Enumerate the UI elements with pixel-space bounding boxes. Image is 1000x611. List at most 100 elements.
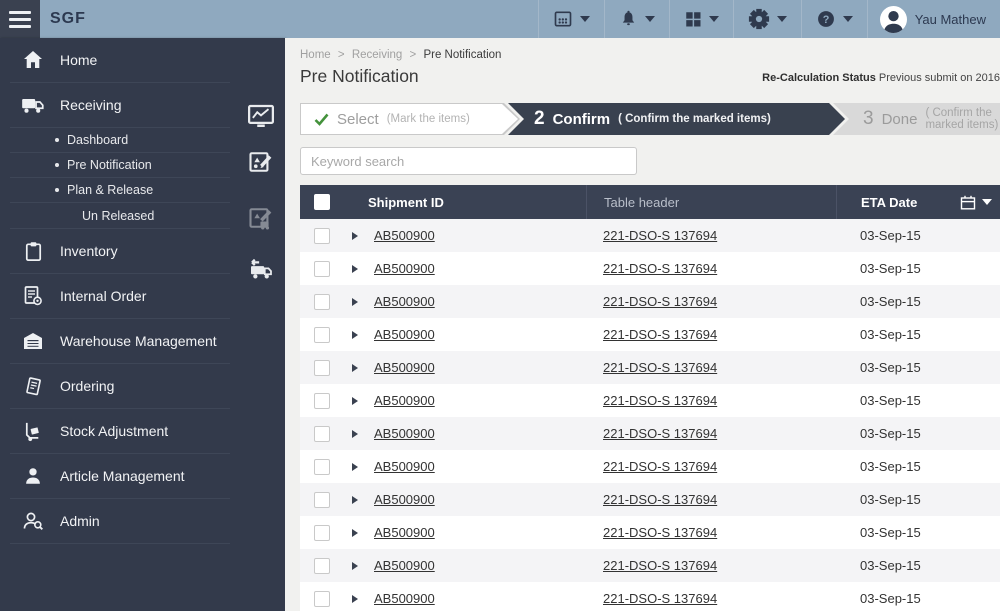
column-header-shipment-id[interactable]: Shipment ID <box>368 194 444 210</box>
table-header-link[interactable]: 221-DSO-S 137694 <box>603 228 718 243</box>
row-checkbox[interactable] <box>314 260 330 277</box>
sidebar-item-dashboard[interactable]: Dashboard <box>10 128 230 153</box>
table-header-link[interactable]: 221-DSO-S 137694 <box>603 459 718 474</box>
clipboard-icon <box>20 238 46 264</box>
breadcrumb-receiving[interactable]: Receiving <box>351 49 403 61</box>
row-checkbox-cell <box>300 351 346 384</box>
shipment-id-link[interactable]: AB500900 <box>374 327 435 342</box>
row-checkbox[interactable] <box>314 326 330 343</box>
row-checkbox[interactable] <box>314 458 330 475</box>
eta-date-value: 03-Sep-15 <box>860 492 921 507</box>
expand-row-icon[interactable] <box>352 594 358 603</box>
sidebar-item-article-management[interactable]: Article Management <box>10 454 230 499</box>
expand-row-icon[interactable] <box>352 429 358 438</box>
row-checkbox[interactable] <box>314 227 330 244</box>
wizard-step-confirm[interactable]: 2 Confirm ( Confirm the marked items) <box>508 103 845 135</box>
row-checkbox-cell <box>300 582 346 611</box>
table-header-link[interactable]: 221-DSO-S 137694 <box>603 591 718 606</box>
check-icon <box>314 113 329 126</box>
row-checkbox-cell <box>300 219 346 252</box>
expand-row-icon[interactable] <box>352 462 358 471</box>
expand-row-icon[interactable] <box>352 231 358 240</box>
table-header-link[interactable]: 221-DSO-S 137694 <box>603 261 718 276</box>
expand-row-icon[interactable] <box>352 396 358 405</box>
expand-row-icon[interactable] <box>352 363 358 372</box>
expand-row-icon[interactable] <box>352 330 358 339</box>
expand-row-icon[interactable] <box>352 495 358 504</box>
table-header-link[interactable]: 221-DSO-S 137694 <box>603 393 718 408</box>
table-header-link[interactable]: 221-DSO-S 137694 <box>603 492 718 507</box>
sidebar-item-stock-adjustment[interactable]: Stock Adjustment <box>10 409 230 454</box>
sidebar-menu: Home Receiving Dashboard Pre Notificatio… <box>0 38 285 544</box>
table-header-link[interactable]: 221-DSO-S 137694 <box>603 294 718 309</box>
user-menu-button[interactable]: Yau Mathew <box>866 0 1000 38</box>
table-header-link[interactable]: 221-DSO-S 137694 <box>603 525 718 540</box>
sidebar-item-admin[interactable]: Admin <box>10 499 230 544</box>
table-row: AB500900 221-DSO-S 137694 03-Sep-15 <box>300 285 1000 318</box>
shipment-id-link[interactable]: AB500900 <box>374 294 435 309</box>
calendar-menu-button[interactable] <box>537 0 604 38</box>
shipment-id-link[interactable]: AB500900 <box>374 492 435 507</box>
eta-date-value: 03-Sep-15 <box>860 459 921 474</box>
expand-row-icon[interactable] <box>352 297 358 306</box>
table-header-link[interactable]: 221-DSO-S 137694 <box>603 558 718 573</box>
shipment-id-link[interactable]: AB500900 <box>374 261 435 276</box>
sidebar-item-internal-order[interactable]: Internal Order <box>10 274 230 319</box>
wizard-step-select[interactable]: Select (Mark the items) <box>300 103 520 135</box>
sidebar-item-inventory[interactable]: Inventory <box>10 229 230 274</box>
shipment-id-link[interactable]: AB500900 <box>374 393 435 408</box>
settings-menu-button[interactable] <box>732 0 801 38</box>
pre-notification-edit-icon[interactable] <box>245 146 277 178</box>
plan-release-edit-truck-icon[interactable] <box>245 202 277 234</box>
expand-row-icon[interactable] <box>352 561 358 570</box>
table-header-link[interactable]: 221-DSO-S 137694 <box>603 327 718 342</box>
apps-menu-button[interactable] <box>668 0 733 38</box>
row-checkbox[interactable] <box>314 524 330 541</box>
sidebar-item-home[interactable]: Home <box>10 38 230 83</box>
help-menu-button[interactable]: ? <box>800 0 867 38</box>
row-checkbox[interactable] <box>314 491 330 508</box>
breadcrumb-home[interactable]: Home <box>300 49 331 61</box>
sidebar-item-un-released[interactable]: Un Released <box>10 203 230 229</box>
row-checkbox-cell <box>300 285 346 318</box>
main-content: Home > Receiving > Pre Notification Pre … <box>285 38 1000 611</box>
sidebar-item-ordering[interactable]: Ordering <box>10 364 230 409</box>
eta-date-value: 03-Sep-15 <box>860 426 921 441</box>
shipment-id-link[interactable]: AB500900 <box>374 558 435 573</box>
notifications-menu-button[interactable] <box>603 0 669 38</box>
column-header-table-header[interactable]: Table header <box>586 185 836 219</box>
expand-row-icon[interactable] <box>352 528 358 537</box>
topbar-actions: ? Yau Mathew <box>537 0 1000 38</box>
shipment-id-link[interactable]: AB500900 <box>374 426 435 441</box>
hamburger-menu-icon[interactable] <box>0 0 40 38</box>
shipment-id-link[interactable]: AB500900 <box>374 228 435 243</box>
expand-row-icon[interactable] <box>352 264 358 273</box>
column-header-eta-date[interactable]: ETA Date <box>836 185 1000 219</box>
person-search-icon <box>20 508 46 534</box>
wizard-step-done[interactable]: 3 Done ( Confirm the marked items) <box>833 103 1000 135</box>
eta-date-filter[interactable] <box>960 195 1000 210</box>
row-checkbox[interactable] <box>314 557 330 574</box>
row-checkbox[interactable] <box>314 590 330 607</box>
row-checkbox-cell <box>300 483 346 516</box>
keyword-search-input[interactable] <box>300 147 637 175</box>
sidebar-item-pre-notification[interactable]: Pre Notification <box>10 153 230 178</box>
table-header-link[interactable]: 221-DSO-S 137694 <box>603 360 718 375</box>
sidebar-item-warehouse-management[interactable]: Warehouse Management <box>10 319 230 364</box>
unreleased-truck-icon[interactable] <box>245 252 277 284</box>
table-row: AB500900 221-DSO-S 137694 03-Sep-15 <box>300 417 1000 450</box>
shipment-id-link[interactable]: AB500900 <box>374 459 435 474</box>
sidebar-item-plan-release[interactable]: Plan & Release <box>10 178 230 203</box>
row-checkbox[interactable] <box>314 293 330 310</box>
sidebar-item-receiving[interactable]: Receiving <box>10 83 230 128</box>
shipment-id-link[interactable]: AB500900 <box>374 360 435 375</box>
dashboard-chart-icon[interactable] <box>245 100 277 132</box>
select-all-checkbox[interactable] <box>314 194 330 210</box>
row-checkbox[interactable] <box>314 392 330 409</box>
row-checkbox[interactable] <box>314 425 330 442</box>
shipment-id-link[interactable]: AB500900 <box>374 525 435 540</box>
row-checkbox[interactable] <box>314 359 330 376</box>
table-row: AB500900 221-DSO-S 137694 03-Sep-15 <box>300 582 1000 611</box>
shipment-id-link[interactable]: AB500900 <box>374 591 435 606</box>
table-header-link[interactable]: 221-DSO-S 137694 <box>603 426 718 441</box>
